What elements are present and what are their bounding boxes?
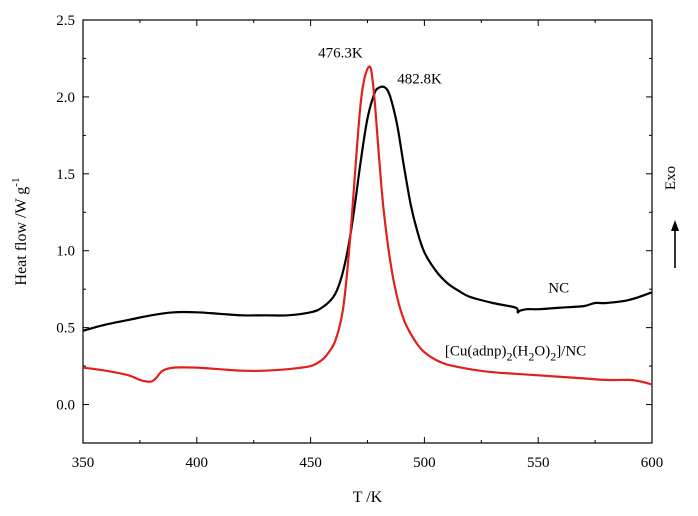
y-tick-label: 1.0 (56, 244, 75, 260)
x-tick-label: 550 (527, 455, 550, 471)
y-tick-label: 0.5 (56, 321, 75, 337)
x-tick-label: 500 (413, 455, 436, 471)
label-part: ]/NC (556, 343, 586, 359)
x-tick-label: 350 (72, 455, 95, 471)
label-sub: 2 (528, 349, 534, 363)
y-tick-label: 0.0 (56, 398, 75, 414)
ticks-layer: 350 400 450 500 550 600 0.0 0.5 1.0 1.5 2.0 2.5 (56, 13, 663, 471)
peak-annotation-complex: 476.3K (318, 46, 363, 62)
series-line-nc (82, 85, 653, 332)
y-tick-label: 1.5 (56, 167, 75, 183)
series-label-complex: [Cu(adnp)2(H2O)2]/NC (445, 343, 586, 363)
label-part: [Cu(adnp) (445, 343, 507, 359)
label-part: (H (513, 343, 529, 359)
x-tick-label: 450 (299, 455, 322, 471)
label-part: O) (534, 343, 550, 359)
label-sub: 2 (507, 349, 513, 363)
series-label-nc: NC (548, 280, 569, 296)
y-axis-title-main: Heat flow /W g (13, 187, 30, 286)
y-tick-label: 2.0 (56, 90, 75, 106)
y-tick-label: 2.5 (56, 13, 75, 29)
exo-arrow-icon (671, 220, 679, 268)
x-axis-title: T /K (353, 489, 383, 506)
plot-border (82, 19, 653, 444)
plot-area (82, 19, 653, 444)
x-tick-label: 400 (186, 455, 209, 471)
label-sub: 2 (550, 349, 556, 363)
y-axis-title: Heat flow /W g-1 (10, 178, 30, 286)
peak-annotation-nc: 482.8K (397, 72, 442, 88)
exo-label: Exo (663, 166, 679, 190)
y-axis-title-superscript: -1 (10, 178, 22, 187)
x-tick-label: 600 (641, 455, 664, 471)
series-line-complex (82, 65, 653, 386)
series-layer (82, 65, 653, 386)
